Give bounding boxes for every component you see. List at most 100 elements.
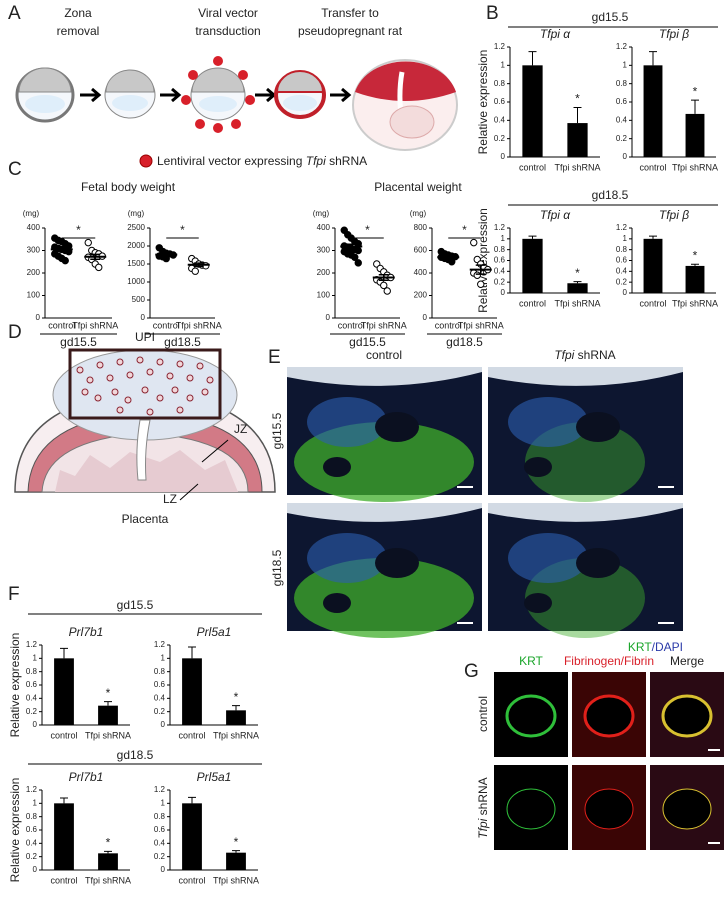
y-tick-label: 1 [161, 653, 166, 662]
group-title: gd15.5 [117, 598, 154, 612]
bar [182, 803, 202, 870]
data-point [84, 238, 92, 247]
data-point [477, 280, 485, 288]
significance: * [462, 223, 467, 237]
data-point [470, 238, 478, 247]
significance: * [234, 690, 239, 704]
x-tick-label: control [519, 298, 546, 308]
chart-group-title: Fetal body weight [81, 180, 176, 194]
y-tick-label: 0 [36, 313, 41, 322]
y-tick-label: 0.6 [616, 97, 628, 106]
x-tick-label: Tfpi shRNA [85, 875, 131, 885]
y-tick-label: 0.2 [616, 134, 628, 143]
chart-subtitle: Tfpi β [659, 208, 689, 222]
y-tick-label: 0.8 [616, 79, 628, 88]
data-point [95, 263, 103, 272]
y-tick-label: 0.4 [26, 693, 38, 702]
row-label: gd18.5 [270, 549, 284, 586]
column-label: control [366, 348, 402, 362]
y-tick-label: 1.2 [26, 640, 38, 649]
significance: * [575, 266, 580, 280]
chart-subtitle: Prl7b1 [69, 625, 104, 639]
tissue [307, 397, 387, 447]
sem-bar [443, 255, 454, 260]
tissue [287, 503, 482, 522]
panel-letter: G [464, 661, 479, 682]
chart-subtitle: Tfpi α [540, 208, 571, 222]
x-tick-label: control [639, 298, 666, 308]
y-tick-label: 1 [33, 653, 38, 662]
y-tick-label: 0 [161, 720, 166, 729]
panel-letter: B [486, 3, 499, 24]
y-tick-label: 1 [623, 60, 628, 69]
legend-marker [139, 154, 153, 168]
y-tick-label: 400 [27, 223, 41, 232]
data-point [473, 271, 481, 279]
panel-letter: D [8, 322, 22, 343]
step-label: Viral vector transduction [195, 6, 260, 38]
bar [226, 710, 246, 725]
error-bar [649, 51, 657, 66]
space [323, 457, 351, 477]
data-point [383, 287, 391, 295]
y-tick-label: 100 [27, 291, 41, 300]
bar [522, 65, 543, 157]
y-tick-label: 800 [414, 223, 428, 232]
space [375, 412, 419, 442]
y-tick-label: 0.4 [154, 693, 166, 702]
x-tick-label: control [435, 320, 462, 330]
x-tick-label: Tfpi shRNA [672, 298, 718, 308]
y-tick-label: 0.4 [616, 266, 628, 275]
x-tick-label: Tfpi shRNA [213, 730, 259, 740]
y-tick-label: 0.2 [494, 277, 506, 286]
y-axis-label: Relative expression [476, 50, 490, 155]
row-label: gd15.5 [270, 412, 284, 449]
bar [567, 283, 588, 293]
x-tick-label: control [519, 162, 546, 172]
x-tick-label: Tfpi shRNA [458, 320, 504, 330]
y-tick-label: 0.8 [26, 812, 38, 821]
panel-g: KRT Fibrinogen/Fibrin Merge control Tfpi… [476, 654, 724, 850]
arrow [80, 87, 102, 103]
y-tick-label: 0.2 [154, 707, 166, 716]
error-bar [573, 107, 582, 124]
y-tick-label: 1 [501, 234, 506, 243]
chart-subtitle: Tfpi α [540, 27, 571, 41]
chart-group-title: Placental weight [374, 180, 462, 194]
significance: * [106, 686, 111, 700]
step-label: Transfer to pseudopregnant rat [298, 6, 403, 38]
y-tick-label: 600 [414, 246, 428, 255]
x-tick-label: Tfpi shRNA [554, 162, 600, 172]
panel-a: Zona removal Viral vector transduction Tra… [15, 6, 458, 168]
column-label: Fibrinogen/Fibrin [564, 654, 654, 668]
sem-bar [193, 262, 204, 268]
x-axis-label: gd15.5 [349, 335, 386, 349]
row-label: control [476, 696, 490, 732]
row-label: Tfpi shRNA [476, 777, 490, 838]
bar [685, 113, 705, 157]
bar [685, 265, 705, 293]
x-tick-label: control [48, 320, 75, 330]
significance: * [693, 84, 698, 98]
y-tick-label: 2500 [127, 223, 145, 232]
y-tick-label: 0.8 [154, 667, 166, 676]
y-unit: (mg) [128, 209, 145, 218]
space [576, 412, 620, 442]
y-tick-label: 1.2 [154, 640, 166, 649]
error-bar [691, 263, 699, 266]
y-tick-label: 300 [27, 246, 41, 255]
x-tick-label: control [50, 730, 77, 740]
rat-uterus [352, 59, 458, 151]
embryo-infected [274, 70, 326, 119]
lesion [662, 788, 712, 830]
y-tick-label: 0 [33, 865, 38, 874]
lesion [583, 694, 635, 738]
y-tick-label: 0.6 [616, 256, 628, 265]
y-tick-label: 0.2 [26, 707, 38, 716]
y-tick-label: 100 [317, 291, 331, 300]
y-tick-label: 0.4 [26, 838, 38, 847]
sem-bar [56, 246, 67, 253]
region-label: LZ [163, 492, 177, 506]
y-unit: (mg) [410, 209, 427, 218]
arrow [330, 87, 352, 103]
